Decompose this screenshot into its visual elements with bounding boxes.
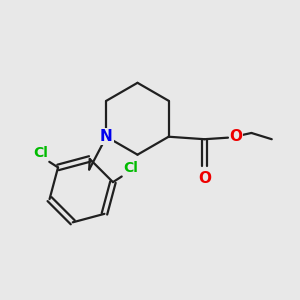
Text: O: O	[230, 129, 243, 144]
Text: Cl: Cl	[123, 161, 138, 175]
Text: O: O	[198, 171, 211, 186]
Text: Cl: Cl	[33, 146, 48, 160]
Text: N: N	[100, 129, 113, 144]
